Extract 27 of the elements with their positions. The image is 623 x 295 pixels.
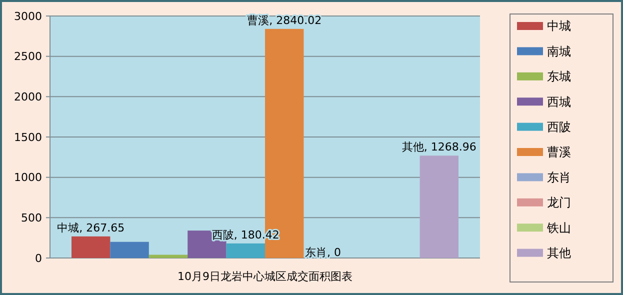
y-tick-label: 3000 (14, 10, 42, 23)
legend-label: 西陂 (547, 120, 571, 134)
data-label: 东肖, 0 (305, 246, 342, 259)
data-label: 中城, 267.65 (57, 221, 125, 234)
bar (420, 156, 458, 258)
legend-label: 中城 (547, 19, 571, 34)
legend-label: 东城 (547, 70, 571, 84)
x-tick-label: 10月9日龙岩中心城区成交面积图表 (178, 270, 352, 283)
data-label: 曹溪, 2840.02 (247, 14, 322, 27)
y-tick-label: 1500 (14, 130, 42, 144)
data-label: 其他, 1268.96 (402, 140, 476, 154)
y-tick-label: 500 (21, 212, 42, 225)
legend-label: 铁山 (546, 220, 571, 235)
bar (148, 254, 188, 258)
y-tick-label: 0 (35, 252, 42, 265)
legend-label: 东肖 (547, 170, 571, 184)
bar (72, 236, 110, 258)
y-tick-label: 2500 (14, 50, 42, 64)
legend-label: 其他 (547, 246, 571, 260)
bar (110, 242, 149, 258)
bar (226, 243, 265, 258)
y-tick-label: 2000 (14, 90, 42, 104)
legend-label: 曹溪 (547, 145, 571, 160)
legend-label: 龙门 (547, 196, 571, 210)
legend-label: 西城 (547, 94, 571, 109)
legend-label: 南城 (547, 44, 571, 58)
y-tick-label: 1000 (14, 171, 42, 184)
